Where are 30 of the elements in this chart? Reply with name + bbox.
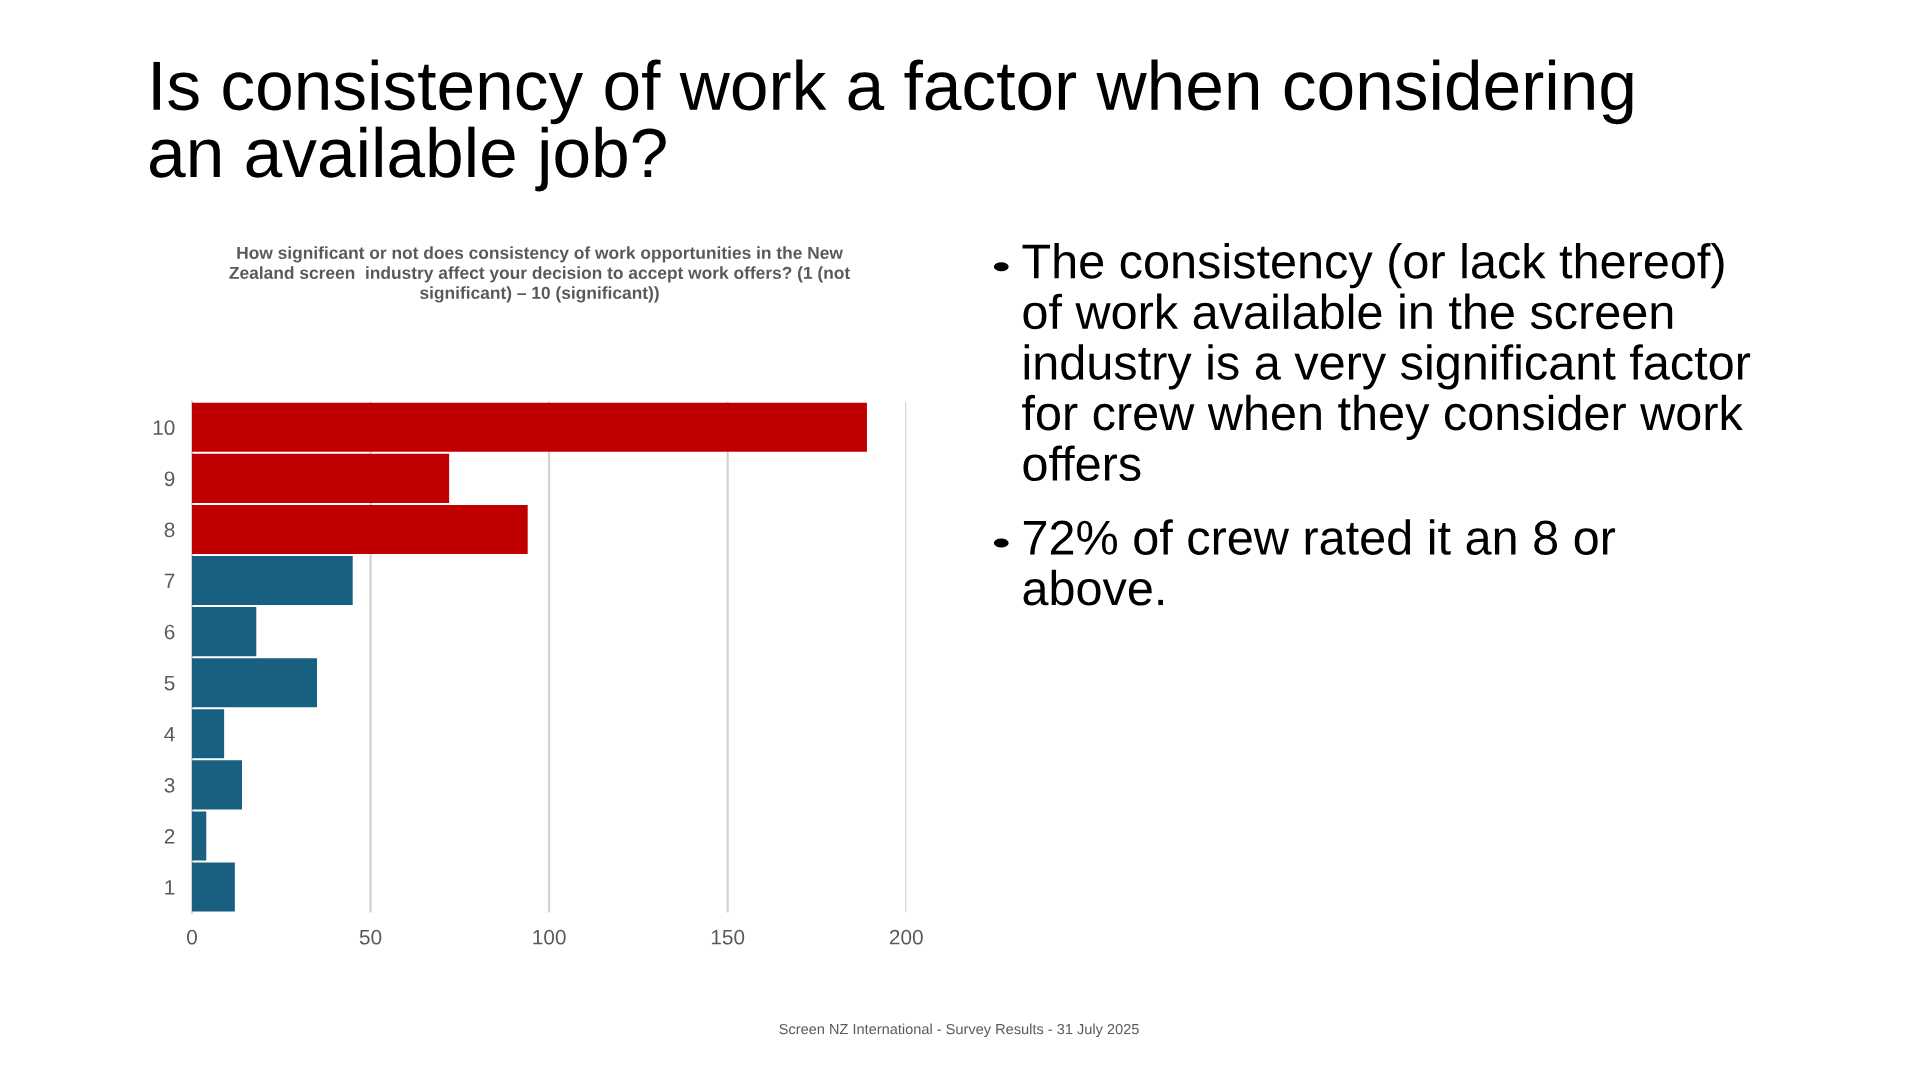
y-tick-label: 8 xyxy=(164,522,175,538)
text: The consistency (or lack thereof) of work available in the screen industry is a very significant factor for crew when they consider work offers xyxy=(1022,243,1751,482)
bar xyxy=(192,760,242,810)
bar xyxy=(192,402,867,452)
text: Screen NZ International - Survey Results - 31 July 2025 xyxy=(779,1023,1139,1038)
y-tick-label: 1 xyxy=(165,880,175,895)
chart-title: Is consistency of work a factor when considering an available job? xyxy=(150,59,1633,192)
bar xyxy=(192,453,450,503)
bar xyxy=(192,811,207,861)
bar xyxy=(192,658,317,708)
y-tick-label: 9 xyxy=(164,471,175,487)
bar xyxy=(192,556,353,606)
y-tick-label: 2 xyxy=(164,828,175,844)
text: 72% of crew rated it an 8 or above. xyxy=(1023,519,1616,606)
y-tick-label: 5 xyxy=(164,675,175,691)
x-tick-label: 150 xyxy=(711,929,745,945)
x-tick-label: 200 xyxy=(889,929,923,945)
x-tick-label: 50 xyxy=(359,929,382,945)
y-tick-label: 3 xyxy=(164,777,175,793)
y-tick-label: 10 xyxy=(153,420,175,436)
bar xyxy=(192,607,257,657)
x-tick-label: 0 xyxy=(187,929,197,945)
x-tick-label: 100 xyxy=(533,929,566,945)
y-tick-label: 7 xyxy=(164,573,175,589)
bar xyxy=(192,504,528,554)
bar xyxy=(192,709,225,759)
chart-subtitle: How significant or not does consistency of work opportunities in the New Zealand screen industry affect your decision to accept work offers? (1 (not significant) – 10 (significant)) xyxy=(229,246,850,303)
bar xyxy=(192,862,235,912)
y-tick-label: 6 xyxy=(164,624,175,640)
y-tick-label: 4 xyxy=(164,727,175,742)
